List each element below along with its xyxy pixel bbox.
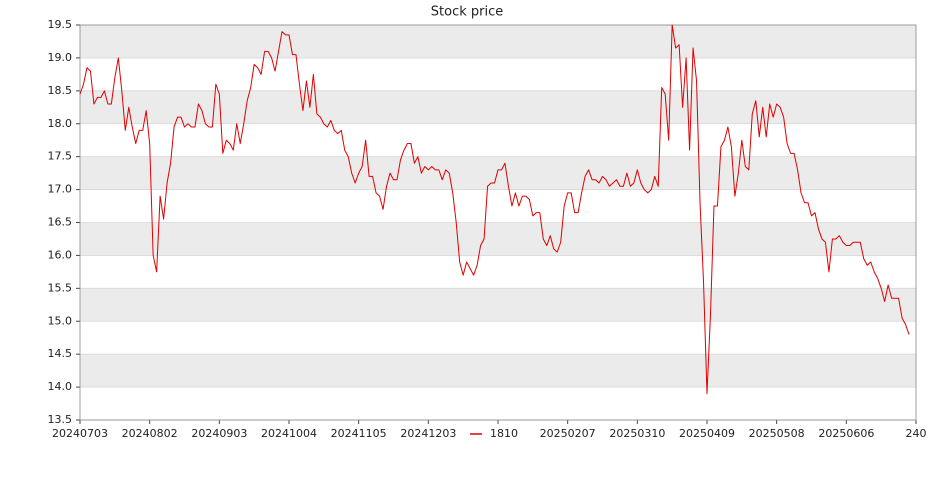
y-tick-label: 18.5 [48,84,73,97]
x-tick-label: 20240802 [122,427,178,440]
y-tick-label: 19.5 [48,18,73,31]
legend-box [464,426,526,442]
chart-title: Stock price [431,5,503,20]
x-tick-label: 20250409 [679,427,735,440]
y-tick-label: 14.0 [48,380,73,393]
grid-band [80,222,916,256]
y-tick-label: 17.5 [48,150,73,163]
grid-band [80,90,916,124]
x-tick-label: 20240903 [191,427,247,440]
y-tick-label: 15.0 [48,314,73,327]
legend-label: 1810 [490,427,518,440]
x-tick-label: 240 [906,427,927,440]
x-tick-label: 20250310 [609,427,665,440]
grid-band [80,354,916,388]
y-tick-label: 16.0 [48,248,73,261]
x-tick-label: 20250207 [540,427,596,440]
y-tick-label: 17.0 [48,183,73,196]
x-tick-label: 20240703 [52,427,108,440]
legend: 1810 [464,426,526,442]
y-tick-label: 15.5 [48,281,73,294]
x-tick-label: 20241004 [261,427,317,440]
grid-band [80,288,916,322]
x-tick-label: 20241203 [400,427,456,440]
y-tick-label: 16.5 [48,216,73,229]
x-tick-label: 20250606 [818,427,874,440]
y-tick-label: 19.0 [48,51,73,64]
plot-frame [79,24,917,421]
y-tick-label: 13.5 [48,413,73,426]
y-tick-label: 14.5 [48,347,73,360]
grid-band [80,156,916,190]
x-tick-label: 20241105 [331,427,387,440]
price-line [79,24,910,395]
x-tick-label: 20250508 [749,427,805,440]
y-tick-label: 18.0 [48,117,73,130]
grid-band [80,25,916,58]
